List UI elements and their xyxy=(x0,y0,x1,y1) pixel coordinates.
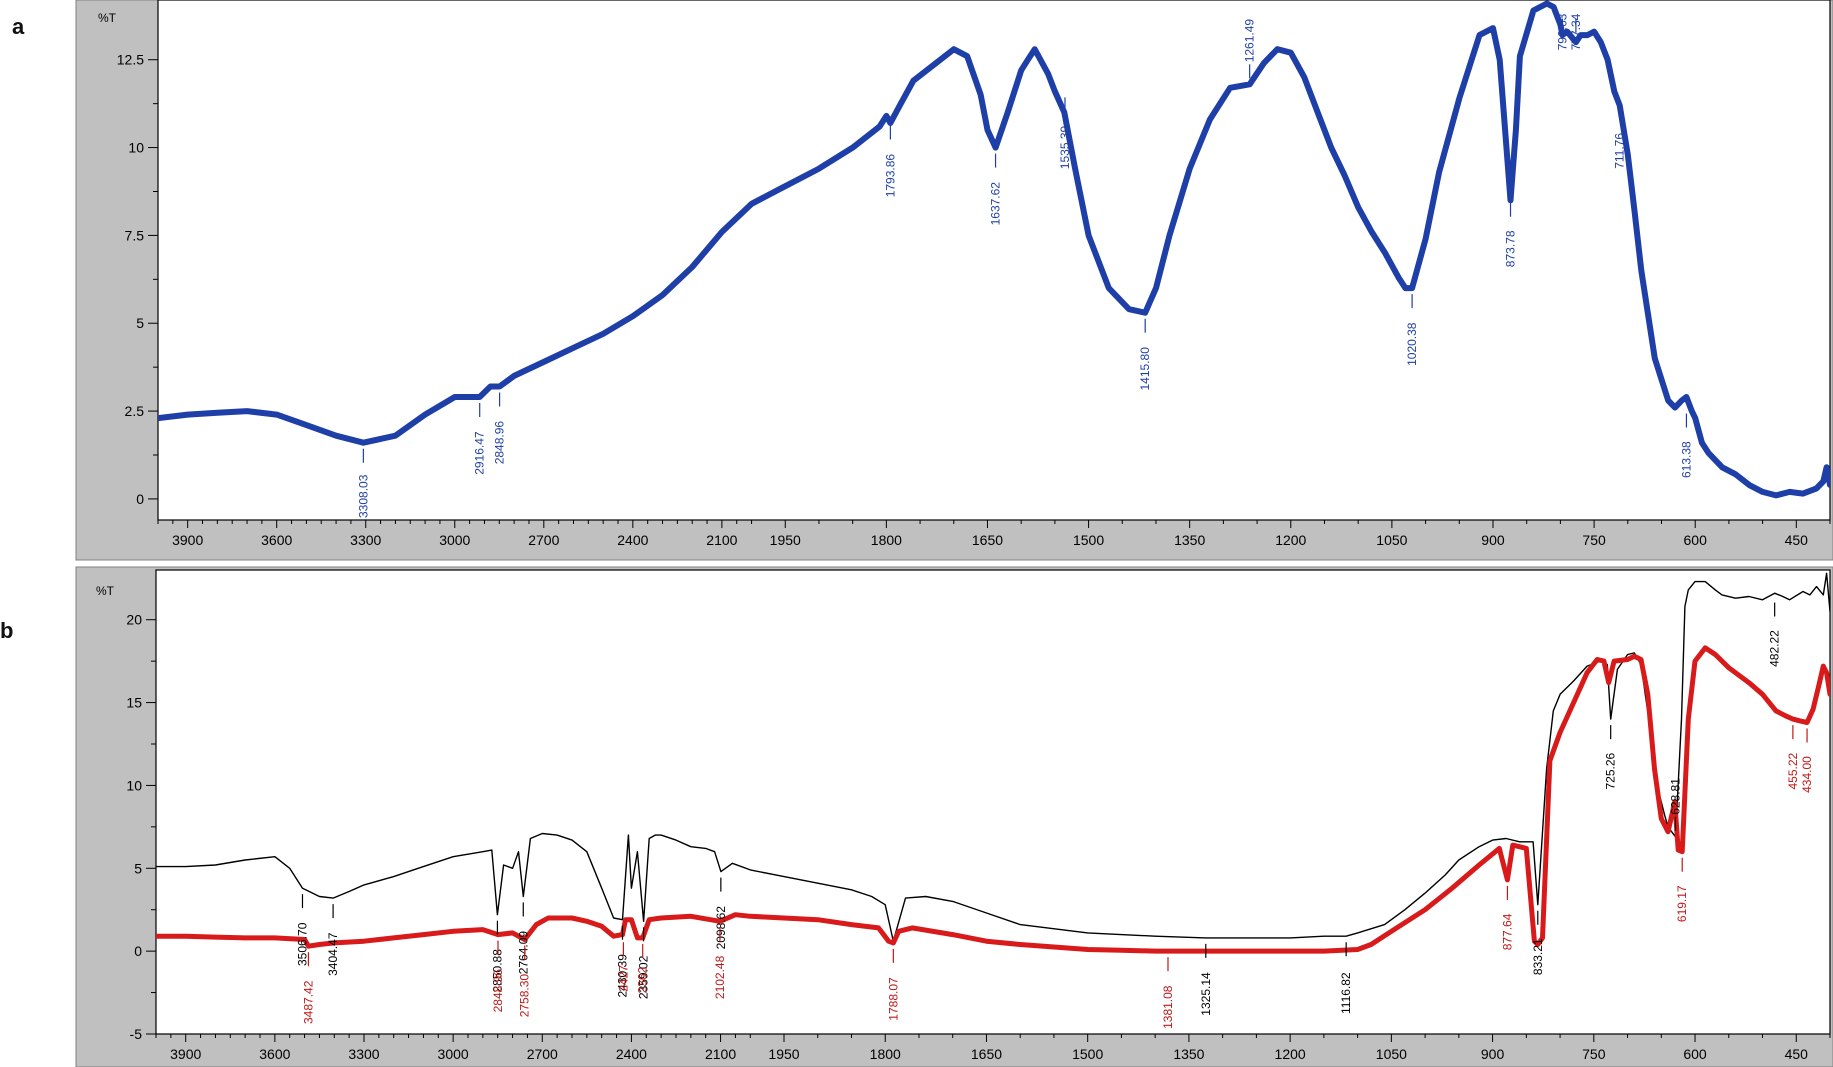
y-tick-label: 5 xyxy=(134,860,142,876)
peak-label-a: 1415.80 xyxy=(1138,347,1152,391)
panel-label-b: b xyxy=(0,618,14,643)
peak-label-b-red: 619.17 xyxy=(1675,885,1689,922)
x-tick-label: 900 xyxy=(1481,532,1505,548)
y-tick-label: -5 xyxy=(130,1026,143,1042)
peak-label-a: 3308.03 xyxy=(356,474,370,518)
x-tick-label: 2400 xyxy=(617,532,648,548)
peak-label-b-red: 3487.42 xyxy=(301,980,315,1024)
y-tick-label: 5 xyxy=(136,315,144,331)
chart-panel-a: %T 0 2.5 5 7.5 10 12.5 3900 3600 3300 3000 2700 2400… xyxy=(75,0,1833,561)
x-tick-label: 3900 xyxy=(170,1046,201,1062)
x-tick-label: 1950 xyxy=(770,532,801,548)
y-tick-label: 0 xyxy=(134,943,142,959)
peak-label-b-black: 2430.39 xyxy=(616,954,630,998)
peak-label-a: 1261.49 xyxy=(1243,19,1257,63)
peak-label-b-black: 2764.09 xyxy=(516,931,530,975)
peak-label-a: 1020.38 xyxy=(1405,322,1419,366)
x-tick-label: 1650 xyxy=(972,532,1003,548)
y-tick-label: 7.5 xyxy=(125,227,145,243)
x-tick-label: 600 xyxy=(1684,532,1708,548)
peak-label-b-black: 2850.88 xyxy=(490,949,504,993)
x-tick-label: 1500 xyxy=(1073,532,1104,548)
peak-label-b-red: 2848.96 xyxy=(491,969,505,1013)
x-tick-label: 1200 xyxy=(1275,532,1306,548)
x-tick-label: 750 xyxy=(1582,1046,1606,1062)
peak-label-a: 2848.96 xyxy=(493,421,507,465)
x-tick-label: 2100 xyxy=(705,1046,736,1062)
plot-area-b xyxy=(155,569,1831,1035)
x-tick-label: 1350 xyxy=(1174,532,1205,548)
peak-label-b-red: 2102.48 xyxy=(713,955,727,999)
x-tick-label: 3900 xyxy=(172,532,203,548)
x-tick-label: 1050 xyxy=(1376,1046,1407,1062)
peak-label-b-red: 2362 xyxy=(636,966,650,993)
x-tick-label: 3300 xyxy=(350,532,381,548)
peak-label-b-black: 3404.47 xyxy=(326,932,340,976)
peak-label-b-black: 833.21 xyxy=(1531,938,1545,975)
peak-label-a: 777.34 xyxy=(1569,13,1583,50)
x-tick-label: 600 xyxy=(1683,1046,1707,1062)
x-tick-label: 3300 xyxy=(348,1046,379,1062)
x-tick-label: 2700 xyxy=(527,1046,558,1062)
chart-panel-b: %T -5 0 5 10 15 20 3900 3600 3300 3000 2700 2400 2100… xyxy=(75,566,1833,1067)
peak-label-a: 1637.62 xyxy=(989,182,1003,226)
peak-label-a: 711.76 xyxy=(1613,133,1627,169)
peak-label-b-black: 1325.14 xyxy=(1199,972,1213,1016)
y-tick-label: 20 xyxy=(126,612,142,628)
x-tick-label: 1800 xyxy=(870,1046,901,1062)
peak-label-b-black: 2098.62 xyxy=(714,906,728,950)
peak-label-b-black: 2359.02 xyxy=(637,955,651,999)
panel-label-a: a xyxy=(12,14,25,39)
x-tick-label: 1800 xyxy=(871,532,902,548)
x-tick-label: 450 xyxy=(1785,1046,1809,1062)
x-tick-label: 3000 xyxy=(438,1046,469,1062)
series-line-b-black xyxy=(156,572,1830,942)
x-tick-label: 2400 xyxy=(616,1046,647,1062)
peak-label-a: 873.78 xyxy=(1504,230,1518,267)
x-tick-label: 1500 xyxy=(1072,1046,1103,1062)
x-tick-label: 1050 xyxy=(1376,532,1407,548)
x-tick-label: 2700 xyxy=(528,532,559,548)
peak-label-b-red: 1381.08 xyxy=(1161,985,1175,1029)
y-tick-label: 10 xyxy=(128,140,144,156)
y-tick-label: 12.5 xyxy=(117,52,144,68)
peak-label-b-red: 877.64 xyxy=(1500,913,1514,950)
x-tick-label: 3600 xyxy=(259,1046,290,1062)
x-tick-label: 2100 xyxy=(706,532,737,548)
x-tick-label: 3000 xyxy=(439,532,470,548)
peak-label-b-red: 455.22 xyxy=(1786,752,1800,789)
peak-label-b-red: 2427 xyxy=(616,965,630,992)
x-tick-label: 1650 xyxy=(971,1046,1002,1062)
y-tick-label: 2.5 xyxy=(125,403,145,419)
peak-label-b-black: 1116.82 xyxy=(1339,972,1353,1014)
peak-label-b-black: 482.22 xyxy=(1768,630,1782,667)
x-tick-label: 1200 xyxy=(1275,1046,1306,1062)
peak-label-b-red: 1788.07 xyxy=(886,977,900,1021)
x-tick-label: 1350 xyxy=(1173,1046,1204,1062)
y-axis-title-a: %T xyxy=(98,11,117,25)
x-tick-label: 3600 xyxy=(261,532,292,548)
peak-label-b-black: 628.81 xyxy=(1669,778,1683,815)
peak-label-a: 1793.86 xyxy=(883,154,897,198)
peak-label-a: 2916.47 xyxy=(473,431,487,475)
peak-label-b-red: 2758.30 xyxy=(518,974,532,1018)
peak-label-b-red: 434.00 xyxy=(1800,756,1814,793)
series-line-a xyxy=(158,0,1830,499)
peak-label-a: 1535.39 xyxy=(1058,125,1072,169)
y-tick-label: 15 xyxy=(126,695,142,711)
y-tick-label: 10 xyxy=(126,777,142,793)
peak-label-a: 796.63 xyxy=(1555,13,1569,50)
peak-label-a: 613.38 xyxy=(1679,441,1693,478)
x-tick-label: 450 xyxy=(1785,532,1809,548)
x-tick-label: 900 xyxy=(1481,1046,1505,1062)
y-tick-label: 0 xyxy=(136,491,144,507)
x-tick-label: 1950 xyxy=(768,1046,799,1062)
plot-area-a xyxy=(157,0,1831,521)
x-tick-label: 750 xyxy=(1582,532,1606,548)
peak-label-b-black: 725.26 xyxy=(1604,752,1618,789)
y-axis-title-b: %T xyxy=(96,584,115,598)
series-line-b-red xyxy=(156,645,1830,954)
peak-label-b-black: 3506.70 xyxy=(296,922,310,966)
